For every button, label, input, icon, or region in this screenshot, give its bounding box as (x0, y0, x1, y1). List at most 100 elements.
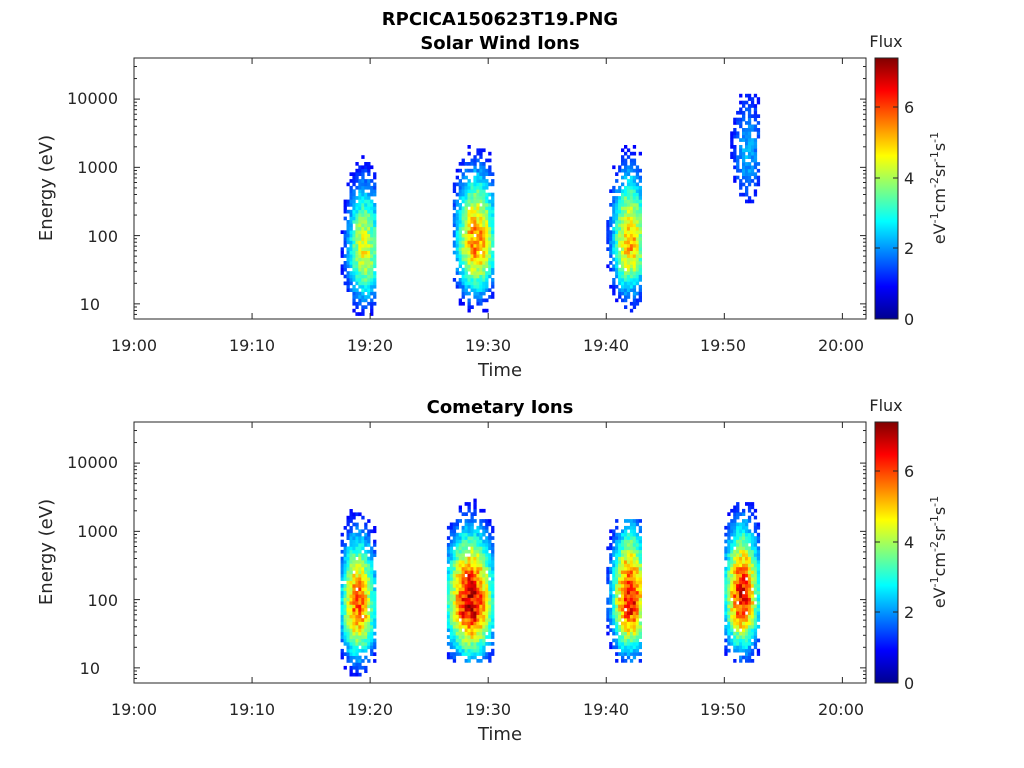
heatmap-cell (346, 549, 350, 554)
heatmap-cell (626, 223, 631, 228)
heatmap-cell (621, 182, 625, 187)
heatmap-cell (745, 107, 749, 112)
heatmap-cell (635, 587, 640, 592)
heatmap-cell (473, 508, 477, 513)
heatmap-cell (482, 594, 486, 598)
heatmap-cell (618, 536, 622, 540)
heatmap-cell (452, 230, 457, 234)
heatmap-cell (615, 645, 619, 650)
heatmap-cell (352, 563, 356, 568)
heatmap-cell (727, 522, 731, 527)
heatmap-cell (621, 638, 625, 643)
heatmap-cell (452, 611, 457, 615)
heatmap-cell (491, 635, 495, 639)
heatmap-cell (747, 131, 752, 136)
heatmap-cell (485, 308, 489, 313)
heatmap-cell (635, 563, 640, 568)
heatmap-cell (346, 223, 350, 228)
heatmap-cell (473, 607, 477, 612)
heatmap-cell (364, 209, 368, 214)
heatmap-cell (621, 250, 625, 255)
heatmap-cell (753, 607, 758, 612)
heatmap-cell (724, 628, 728, 632)
heatmap-cell (609, 553, 613, 557)
heatmap-cell (367, 590, 371, 595)
heatmap-cell (364, 621, 368, 626)
heatmap-cell (615, 549, 619, 554)
heatmap-cell (361, 577, 365, 581)
heatmap-cell (615, 271, 619, 275)
heatmap-cell (733, 635, 737, 639)
heatmap-cell (485, 635, 489, 639)
heatmap-cell (364, 254, 368, 258)
heatmap-cell (361, 199, 365, 204)
heatmap-cell (626, 645, 631, 650)
heatmap-cell (352, 237, 356, 241)
heatmap-cell (364, 305, 368, 309)
heatmap-cell (343, 546, 347, 551)
heatmap-cell (632, 624, 637, 629)
heatmap-cell (629, 151, 634, 156)
heatmap-cell (458, 257, 462, 262)
heatmap-cell (736, 549, 740, 554)
heatmap-cell (626, 185, 631, 190)
heatmap-cell (473, 168, 477, 173)
heatmap-cell (340, 638, 344, 643)
heatmap-cell (455, 604, 459, 609)
heatmap-cell (479, 570, 483, 574)
heatmap-cell (750, 652, 755, 656)
y-axis-label: Energy (eV) (36, 135, 57, 241)
heatmap-cell (349, 509, 353, 513)
heatmap-cell (753, 624, 758, 629)
heatmap-cell (635, 223, 640, 228)
heatmap-cell (733, 659, 737, 663)
heatmap-cell (626, 240, 631, 245)
heatmap-cell (461, 536, 465, 540)
heatmap-cell (358, 291, 362, 296)
heatmap-cell (446, 587, 451, 592)
heatmap-cell (367, 563, 371, 568)
heatmap-cell (626, 536, 631, 540)
heatmap-cell (349, 672, 353, 677)
heatmap-cell (727, 570, 731, 574)
heatmap-cell (485, 271, 489, 275)
heatmap-cell (745, 590, 749, 595)
heatmap-cell (638, 291, 642, 296)
heatmap-cell (624, 546, 628, 551)
heatmap-cell (455, 580, 459, 585)
heatmap-cell (618, 209, 622, 214)
heatmap-cell (361, 584, 365, 588)
heatmap-cell (446, 607, 451, 612)
heatmap-cell (727, 577, 731, 581)
heatmap-cell (736, 560, 740, 564)
heatmap-cell (609, 220, 613, 224)
heatmap-cell (638, 549, 642, 554)
heatmap-cell (736, 642, 740, 646)
heatmap-cell (358, 199, 362, 204)
heatmap-cell (364, 614, 368, 619)
heatmap-cell (473, 505, 477, 510)
heatmap-cell (727, 512, 731, 516)
heatmap-cell (488, 230, 492, 234)
heatmap-cell (370, 220, 374, 224)
heatmap-cell (473, 546, 477, 551)
heatmap-cell (449, 594, 454, 598)
heatmap-cell (482, 553, 486, 557)
heatmap-cell (632, 189, 637, 193)
heatmap-cell (467, 203, 471, 207)
heatmap-cell (449, 546, 454, 551)
heatmap-cell (482, 566, 486, 571)
heatmap-cell (615, 264, 619, 269)
heatmap-cell (370, 189, 374, 193)
heatmap-cell (632, 267, 637, 272)
heatmap-cell (635, 543, 640, 547)
heatmap-cell (621, 196, 625, 200)
heatmap-cell (629, 597, 634, 602)
heatmap-cell (349, 240, 353, 245)
heatmap-cell (621, 590, 625, 595)
heatmap-cell (750, 145, 755, 149)
heatmap-cell (632, 549, 637, 554)
heatmap-cell (618, 233, 622, 238)
heatmap-cell (626, 628, 631, 632)
heatmap-cell (361, 597, 365, 602)
